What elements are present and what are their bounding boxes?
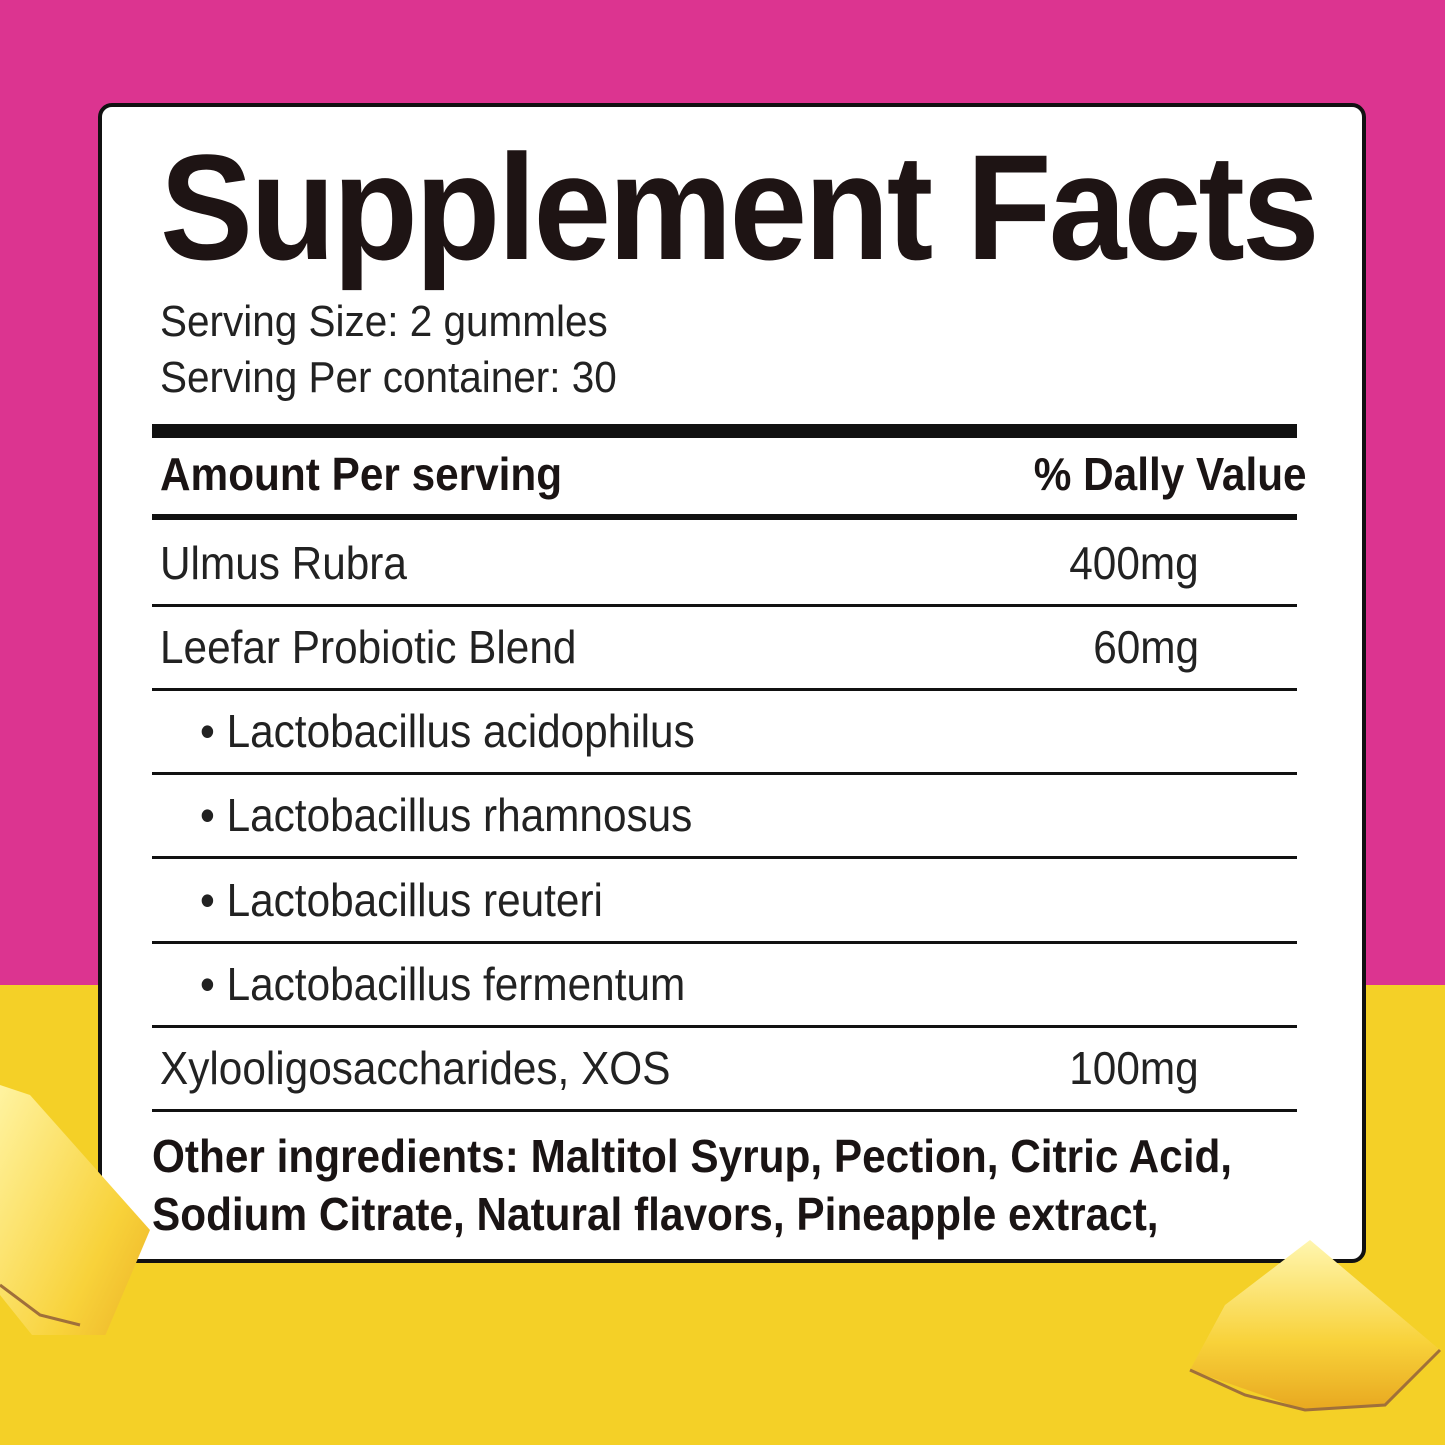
other-ingredients-line: Sodium Citrate, Natural flavors, Pineapp… bbox=[152, 1188, 1159, 1240]
table-row: Ulmus Rubra 400mg bbox=[152, 520, 1297, 607]
ingredient-name: Xylooligosaccharides, XOS bbox=[160, 1042, 671, 1094]
other-ingredients-line: Other ingredients: Maltitol Syrup, Pecti… bbox=[152, 1130, 1233, 1182]
ingredient-name: Ulmus Rubra bbox=[160, 537, 407, 589]
ingredient-name: Leefar Probiotic Blend bbox=[160, 621, 577, 673]
header-amount: Amount Per serving bbox=[160, 448, 563, 500]
supplement-facts-panel: Supplement Facts Serving Size: 2 gummles… bbox=[98, 103, 1366, 1263]
ingredient-amount: 400mg bbox=[1069, 537, 1199, 589]
ingredient-name: • Lactobacillus acidophilus bbox=[200, 705, 695, 757]
thick-divider bbox=[152, 424, 1297, 438]
pineapple-slice-right bbox=[1189, 1240, 1442, 1412]
pineapple-slice-left bbox=[0, 1085, 150, 1335]
serving-size: Serving Size: 2 gummles bbox=[160, 297, 608, 346]
table-row: • Lactobacillus rhamnosus bbox=[152, 772, 1297, 859]
ingredient-name: • Lactobacillus rhamnosus bbox=[200, 789, 693, 841]
table-row: • Lactobacillus fermentum bbox=[152, 941, 1297, 1028]
table-row: • Lactobacillus acidophilus bbox=[152, 688, 1297, 775]
table-row: • Lactobacillus reuteri bbox=[152, 857, 1297, 944]
title: Supplement Facts bbox=[160, 123, 1320, 291]
ingredient-name: • Lactobacillus fermentum bbox=[200, 958, 686, 1010]
header-divider bbox=[152, 514, 1297, 520]
servings-per-container: Serving Per container: 30 bbox=[160, 353, 617, 402]
table-row: Leefar Probiotic Blend 60mg bbox=[152, 604, 1297, 691]
other-ingredients: Other ingredients: Maltitol Syrup, Pecti… bbox=[152, 1127, 1238, 1243]
ingredient-amount: 60mg bbox=[1093, 621, 1199, 673]
header-daily-value: % Dally Value bbox=[1034, 448, 1307, 500]
ingredient-amount: 100mg bbox=[1069, 1042, 1199, 1094]
ingredient-name: • Lactobacillus reuteri bbox=[200, 874, 603, 926]
table-row: Xylooligosaccharides, XOS 100mg bbox=[152, 1025, 1297, 1112]
